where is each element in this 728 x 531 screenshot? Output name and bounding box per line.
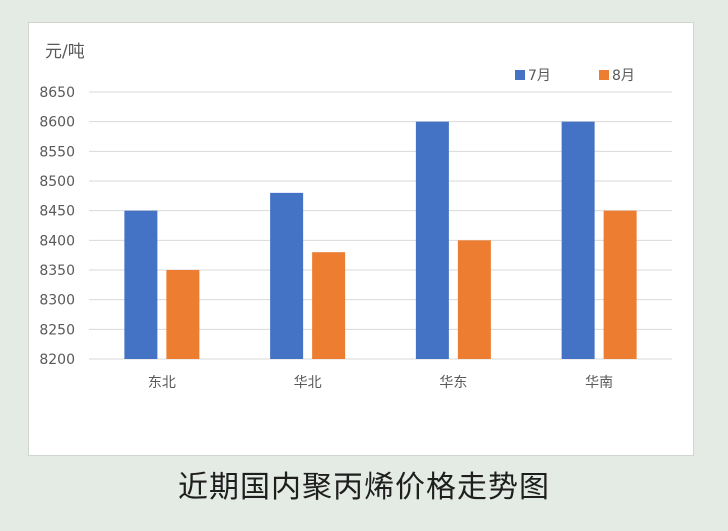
y-axis-tick-labels: 8200 8250 8300 8350 8400 8450 8500 8550 8600 8650 <box>39 85 75 368</box>
legend: 7月 8月 <box>515 68 635 84</box>
legend-swatch <box>599 70 609 80</box>
bar-7月-华东 <box>415 121 449 360</box>
bar-8月-华东 <box>457 240 491 359</box>
x-tick-label: 华东 <box>439 375 467 391</box>
x-tick-label: 华北 <box>294 375 322 391</box>
y-tick-label: 8400 <box>39 233 75 249</box>
y-tick-label: 8600 <box>39 115 75 131</box>
bars <box>124 121 637 360</box>
x-axis-tick-labels: 东北 华北 华东 华南 <box>148 375 613 391</box>
bar-7月-东北 <box>124 210 158 359</box>
x-tick-label: 华南 <box>585 375 613 391</box>
y-tick-label: 8450 <box>39 204 75 220</box>
bar-8月-华南 <box>603 210 637 359</box>
bar-8月-华北 <box>312 252 346 359</box>
y-axis-unit-label: 元/吨 <box>45 42 85 62</box>
bar-7月-华南 <box>561 121 595 360</box>
x-tick-label: 东北 <box>148 375 176 391</box>
y-tick-label: 8550 <box>39 144 75 160</box>
bar-8月-东北 <box>166 270 200 359</box>
legend-label: 8月 <box>612 68 635 84</box>
bar-7月-华北 <box>270 192 304 359</box>
legend-label: 7月 <box>528 68 551 84</box>
y-tick-label: 8650 <box>39 85 75 101</box>
y-tick-label: 8350 <box>39 263 75 279</box>
bar-chart: 元/吨 8200 8250 8300 8350 8400 8450 8500 8550 8600… <box>39 42 672 391</box>
y-tick-label: 8200 <box>39 352 75 368</box>
chart-card: 元/吨 8200 8250 8300 8350 8400 8450 8500 8550 8600… <box>28 22 694 456</box>
figure-caption: 近期国内聚丙烯价格走势图 <box>178 470 550 505</box>
y-tick-label: 8300 <box>39 293 75 309</box>
legend-swatch <box>515 70 525 80</box>
y-tick-label: 8500 <box>39 174 75 190</box>
y-tick-label: 8250 <box>39 322 75 338</box>
